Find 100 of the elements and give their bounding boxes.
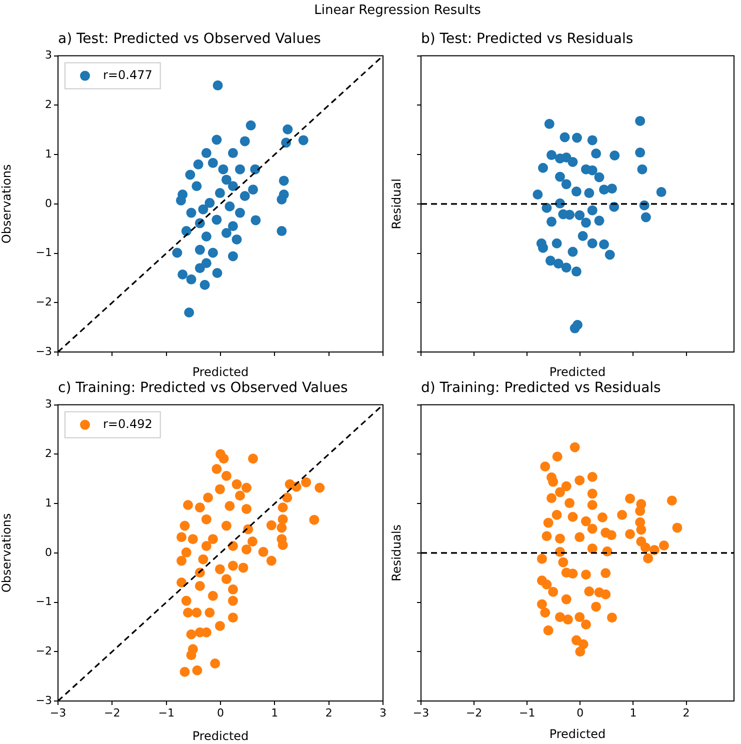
legend-label: r=0.477 <box>103 68 152 82</box>
x-tick-label: −2 <box>466 706 482 720</box>
chart-title: d) Training: Predicted vs Residuals <box>421 380 661 396</box>
y-tick-label: −2 <box>36 295 52 308</box>
point <box>172 248 182 258</box>
point <box>248 184 258 195</box>
point <box>185 170 196 180</box>
point <box>212 134 222 145</box>
point <box>554 172 565 182</box>
point <box>532 190 543 200</box>
point <box>572 132 582 143</box>
point <box>224 201 235 212</box>
point <box>204 198 215 208</box>
x-tick-label: −3 <box>412 706 430 720</box>
point <box>212 80 223 90</box>
chart-title: c) Training: Predicted vs Observed Values <box>58 380 348 396</box>
x-tick-label: −1 <box>158 706 174 720</box>
point <box>536 238 546 248</box>
point <box>181 226 192 236</box>
x-tick-label: 3 <box>380 706 386 720</box>
point <box>599 184 610 195</box>
point <box>201 258 212 268</box>
x-axis-title: Predicted <box>549 364 606 379</box>
point <box>235 164 245 174</box>
point <box>278 176 289 186</box>
point <box>599 239 610 250</box>
y-tick-label: 3 <box>45 48 52 62</box>
point <box>246 120 256 130</box>
point <box>542 202 552 213</box>
chart-title: b) Test: Predicted vs Residuals <box>421 31 634 48</box>
point <box>201 148 212 158</box>
point <box>184 308 194 318</box>
point <box>561 262 572 273</box>
point <box>553 258 564 269</box>
point <box>594 216 604 226</box>
x-axis-title: Predicted <box>549 726 606 741</box>
point <box>228 181 238 192</box>
x-tick-label: 2 <box>682 706 690 720</box>
y-tick-label: −1 <box>36 595 52 608</box>
point <box>250 215 261 226</box>
point <box>200 280 210 290</box>
legend-label: r=0.492 <box>103 416 152 431</box>
point <box>221 228 232 238</box>
y-axis-title: Observations <box>0 513 14 593</box>
point <box>212 268 222 278</box>
point <box>571 266 582 277</box>
point <box>587 135 598 146</box>
y-axis-title: Observations <box>0 164 14 244</box>
y-tick-label: −1 <box>36 246 52 260</box>
point <box>232 234 242 244</box>
point <box>201 231 212 242</box>
point <box>560 132 570 142</box>
point <box>240 191 250 201</box>
point <box>178 269 188 280</box>
point <box>558 209 568 220</box>
y-tick-label: −2 <box>36 644 52 658</box>
x-tick-label: 1 <box>271 706 278 720</box>
point <box>186 274 196 284</box>
point <box>221 174 232 185</box>
point <box>276 226 287 236</box>
point <box>568 246 578 257</box>
y-tick-label: 2 <box>45 98 52 112</box>
text: Linear Regression Results <box>313 3 482 18</box>
point <box>546 150 557 160</box>
y-tick-label: 3 <box>45 398 52 411</box>
point <box>561 179 572 190</box>
x-tick-label: 1 <box>630 706 637 720</box>
point <box>656 187 666 198</box>
y-axis-title: Residual <box>389 178 404 230</box>
x-axis-title: Predicted <box>192 728 249 743</box>
point <box>235 208 245 218</box>
point <box>240 136 250 146</box>
point <box>610 150 620 161</box>
point <box>276 194 287 204</box>
y-tick-label: 2 <box>45 447 52 460</box>
point <box>228 251 238 262</box>
chart-title: a) Test: Predicted vs Observed Values <box>58 31 321 48</box>
point <box>580 218 591 228</box>
point <box>193 159 204 170</box>
point <box>580 164 591 174</box>
point <box>635 116 646 126</box>
point <box>587 205 598 216</box>
point <box>545 256 556 266</box>
point <box>571 186 582 197</box>
y-tick-label: 1 <box>45 147 52 160</box>
point <box>552 238 562 248</box>
point <box>604 250 615 260</box>
point <box>192 181 202 192</box>
point <box>194 244 205 255</box>
point <box>176 195 186 206</box>
point <box>546 216 557 227</box>
point <box>228 148 238 158</box>
x-tick-label: 0 <box>217 706 224 720</box>
point <box>640 212 651 222</box>
point <box>208 158 218 168</box>
point <box>561 152 572 162</box>
point <box>591 148 602 159</box>
x-axis-title: Predicted <box>192 364 249 379</box>
point <box>538 162 548 173</box>
point <box>198 204 208 214</box>
